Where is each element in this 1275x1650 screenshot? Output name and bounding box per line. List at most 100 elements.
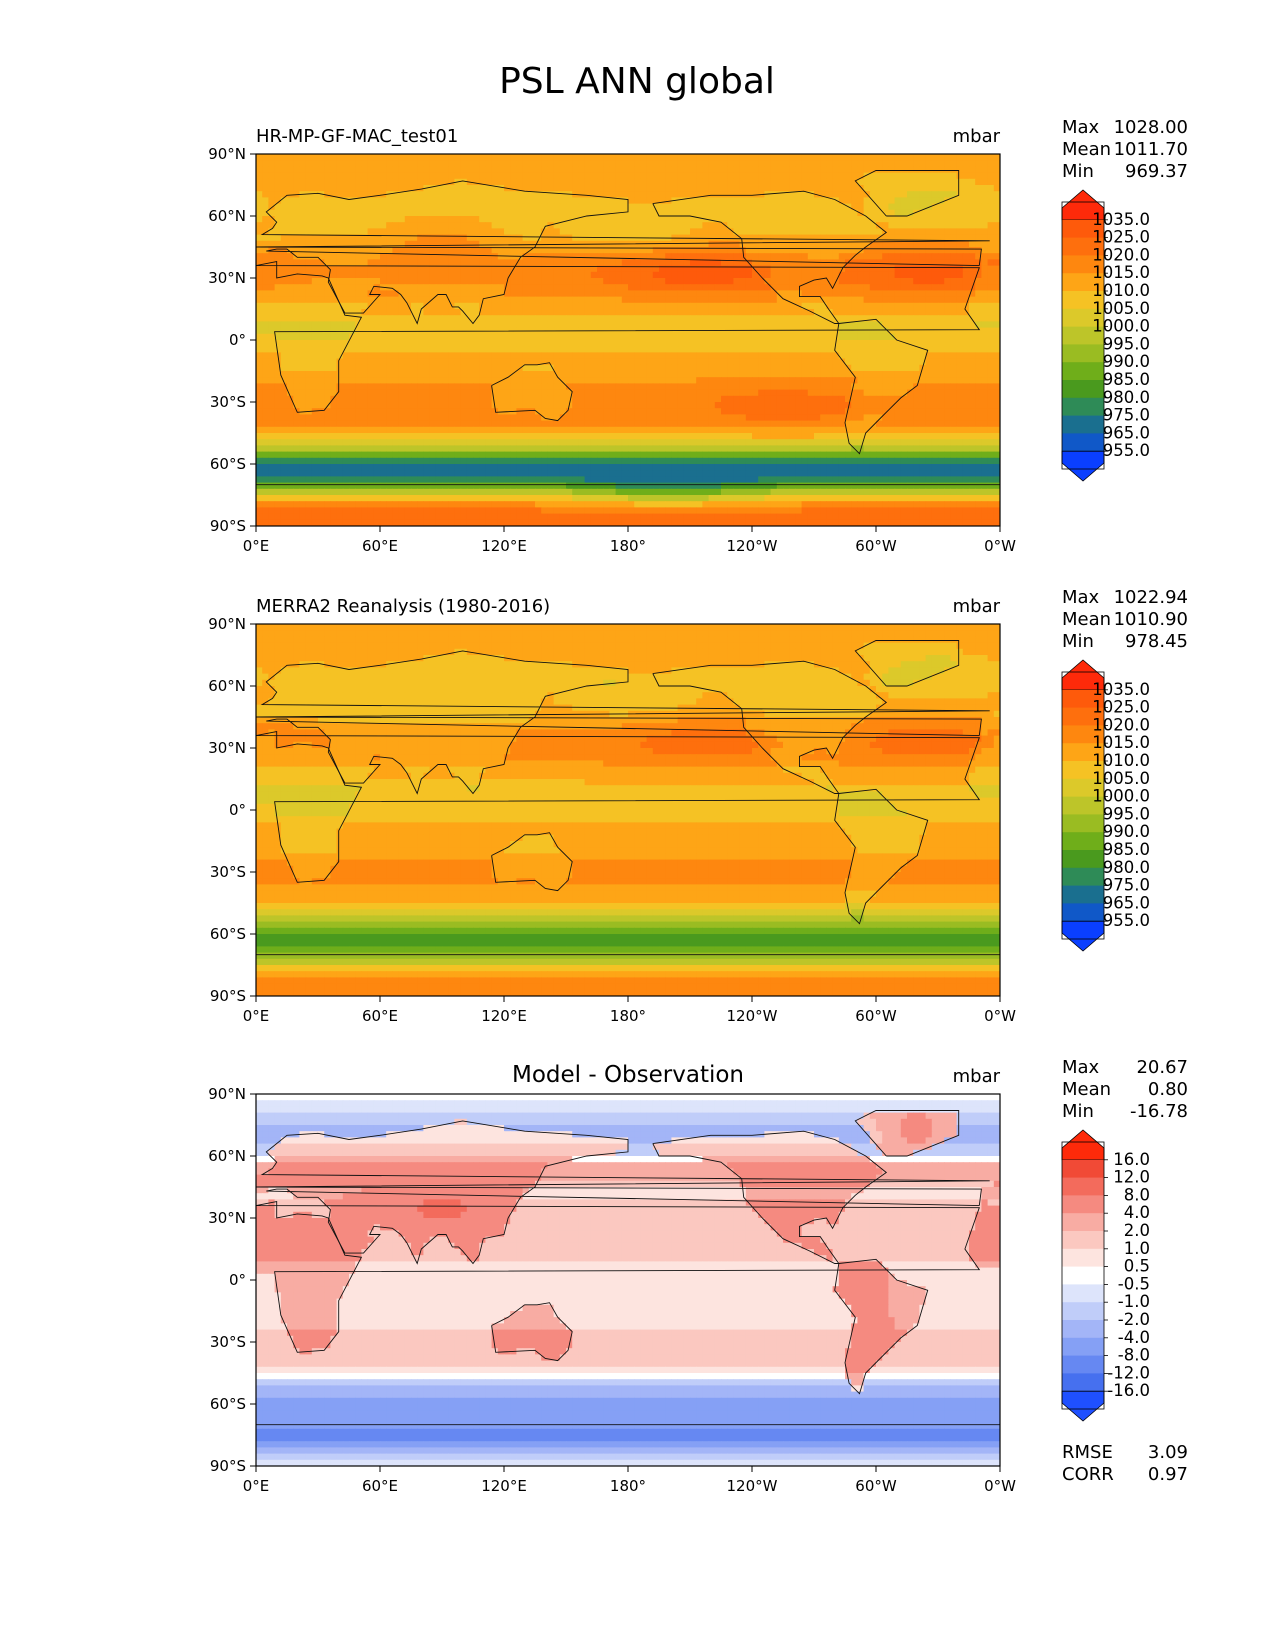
heatmap-cell (907, 265, 914, 273)
heatmap-cell (764, 377, 772, 384)
heatmap-cell (342, 191, 350, 198)
heatmap-cell (330, 371, 338, 378)
heatmap-cell (944, 203, 951, 211)
heatmap-cell (634, 377, 641, 384)
heatmap-cell (845, 340, 852, 347)
heatmap-cell (925, 333, 933, 341)
heatmap-cell (541, 178, 548, 186)
heatmap-cell (553, 222, 561, 229)
heatmap-cell (646, 364, 654, 372)
heatmap-cell (721, 234, 728, 242)
heatmap-cell (876, 160, 883, 167)
heatmap-cell (739, 197, 747, 205)
heatmap-cell (262, 340, 269, 347)
heatmap-cell (293, 271, 300, 279)
heatmap-cell (386, 209, 393, 217)
heatmap-cell (293, 309, 300, 316)
heatmap-cell (764, 178, 772, 186)
heatmap-cell (349, 296, 356, 304)
heatmap-cell (504, 253, 511, 260)
heatmap-cell (981, 296, 989, 304)
heatmap-cell (919, 247, 927, 254)
heatmap-cell (894, 209, 902, 217)
heatmap-cell (311, 389, 319, 397)
heatmap-cell (510, 371, 517, 378)
heatmap-cell (268, 234, 276, 242)
heatmap-cell (758, 389, 765, 397)
heatmap-cell (621, 247, 629, 254)
heatmap-cell (659, 321, 666, 329)
heatmap-cell (938, 191, 945, 198)
heatmap-cell (349, 408, 356, 415)
heatmap-cell (386, 185, 393, 192)
heatmap-cell (584, 222, 592, 229)
heatmap-cell (367, 234, 375, 242)
heatmap-cell (305, 222, 313, 229)
heatmap-cell (578, 364, 586, 372)
heatmap-cell (944, 216, 951, 223)
heatmap-cell (907, 309, 914, 316)
heatmap-cell (708, 302, 716, 310)
heatmap-cell (857, 228, 865, 236)
heatmap-cell (485, 408, 493, 415)
heatmap-cell (547, 228, 555, 236)
heatmap-cell (882, 172, 889, 180)
heatmap-cell (776, 302, 784, 310)
heatmap-cell (448, 395, 455, 403)
heatmap-cell (473, 408, 480, 415)
heatmap-cell (801, 240, 809, 248)
heatmap-cell (739, 389, 747, 397)
heatmap-cell (559, 383, 567, 391)
heatmap-cell (696, 358, 703, 366)
heatmap-cell (615, 309, 623, 316)
heatmap-cell (305, 371, 313, 378)
heatmap-cell (299, 271, 307, 279)
heatmap-cell (336, 352, 344, 360)
heatmap-cell (764, 358, 772, 366)
heatmap-cell (727, 247, 734, 254)
heatmap-cell (429, 377, 437, 384)
heatmap-cell (969, 364, 976, 372)
heatmap-cell (789, 216, 796, 223)
heatmap-cell (665, 315, 672, 322)
heatmap-cell (597, 402, 604, 409)
heatmap-cell (522, 352, 530, 360)
heatmap-cell (256, 265, 263, 273)
heatmap-cell (838, 185, 846, 192)
heatmap-cell (665, 333, 672, 341)
heatmap-cell (609, 371, 617, 378)
heatmap-cell (869, 364, 877, 372)
heatmap-cell (975, 346, 982, 353)
heatmap-cell (646, 228, 654, 236)
heatmap-cell (634, 166, 641, 174)
heatmap-cell (336, 315, 344, 322)
heatmap-cell (851, 284, 858, 291)
heatmap-cell (547, 247, 555, 254)
heatmap-cell (361, 358, 369, 366)
heatmap-cell (764, 315, 772, 322)
heatmap-cell (851, 166, 858, 174)
heatmap-cell (702, 395, 710, 403)
heatmap-cell (981, 234, 989, 242)
heatmap-cell (355, 371, 362, 378)
heatmap-cell (442, 160, 449, 167)
heatmap-cell (497, 389, 505, 397)
heatmap-cell (528, 178, 536, 186)
heatmap-cell (535, 216, 542, 223)
heatmap-cell (429, 371, 437, 378)
heatmap-cell (919, 222, 927, 229)
heatmap-cell (776, 290, 784, 298)
heatmap-cell (324, 371, 331, 378)
heatmap-cell (553, 296, 561, 304)
heatmap-cell (535, 259, 542, 267)
heatmap-cell (944, 172, 951, 180)
heatmap-cell (318, 154, 325, 161)
heatmap-cell (950, 160, 958, 167)
heatmap-cell (739, 265, 747, 273)
heatmap-cell (311, 197, 319, 205)
heatmap-cell (547, 377, 555, 384)
heatmap-cell (398, 197, 406, 205)
heatmap-cell (652, 222, 660, 229)
heatmap-cell (584, 321, 592, 329)
heatmap-cell (535, 172, 542, 180)
